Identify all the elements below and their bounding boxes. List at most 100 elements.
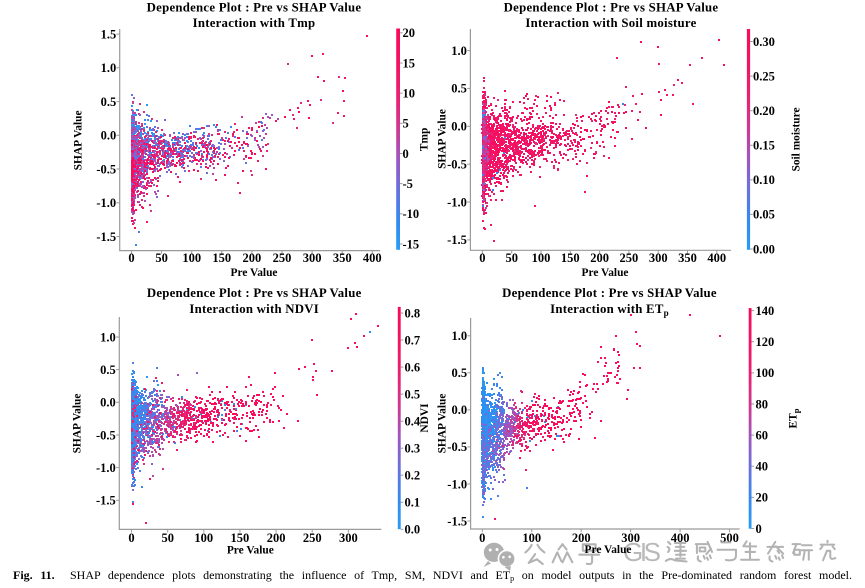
svg-text:Interaction with ETp: Interaction with ETp (550, 302, 669, 318)
svg-text:SHAP Value: SHAP Value (437, 394, 449, 454)
svg-text:120: 120 (756, 335, 775, 349)
svg-text:10: 10 (403, 86, 416, 100)
svg-text:Dependence Plot : Pre vs SHAP: Dependence Plot : Pre vs SHAP Value (502, 286, 717, 300)
svg-text:100: 100 (194, 531, 213, 545)
svg-text:150: 150 (231, 531, 250, 545)
svg-text:0.5: 0.5 (451, 82, 467, 96)
svg-text:Dependence Plot : Pre vs SHAP: Dependence Plot : Pre vs SHAP Value (147, 286, 362, 300)
svg-text:0.5: 0.5 (100, 363, 116, 377)
svg-text:Dependence Plot : Pre vs SHAP: Dependence Plot : Pre vs SHAP Value (147, 1, 362, 15)
svg-text:-1.5: -1.5 (96, 230, 116, 244)
svg-text:Pre Value: Pre Value (231, 267, 278, 279)
svg-text:250: 250 (273, 251, 292, 265)
svg-text:Interaction with Tmp: Interaction with Tmp (193, 16, 316, 30)
svg-text:0.2: 0.2 (405, 469, 421, 483)
svg-text:0.10: 0.10 (753, 173, 775, 187)
svg-text:0.1: 0.1 (405, 496, 421, 510)
svg-text:0: 0 (479, 251, 485, 265)
svg-text:Tmp: Tmp (419, 128, 431, 151)
svg-text:100: 100 (522, 531, 541, 545)
svg-text:-1.0: -1.0 (96, 196, 116, 210)
svg-text:500: 500 (720, 531, 739, 545)
svg-text:-1.0: -1.0 (447, 195, 467, 209)
svg-text:-1.5: -1.5 (447, 514, 467, 528)
svg-text:0.20: 0.20 (753, 104, 775, 118)
svg-text:400: 400 (707, 251, 726, 265)
svg-text:15: 15 (403, 56, 416, 70)
svg-text:-0.5: -0.5 (447, 440, 467, 454)
svg-text:400: 400 (363, 251, 382, 265)
svg-text:0.25: 0.25 (753, 69, 775, 83)
svg-text:0.00: 0.00 (753, 242, 775, 256)
svg-text:40: 40 (756, 460, 769, 474)
svg-text:-10: -10 (403, 207, 420, 221)
svg-text:300: 300 (649, 251, 668, 265)
svg-text:200: 200 (590, 251, 609, 265)
svg-text:300: 300 (339, 531, 358, 545)
svg-text:GIS: GIS (623, 537, 661, 567)
svg-text:0.0: 0.0 (100, 396, 116, 410)
svg-text:0.5: 0.5 (451, 366, 467, 380)
svg-text:200: 200 (243, 251, 262, 265)
svg-text:Pre Value: Pre Value (582, 267, 629, 279)
svg-text:0.5: 0.5 (101, 95, 117, 109)
svg-text:0.6: 0.6 (405, 360, 421, 374)
svg-text:100: 100 (182, 251, 201, 265)
svg-text:80: 80 (756, 397, 769, 411)
svg-text:-1.0: -1.0 (447, 477, 467, 491)
svg-text:0.3: 0.3 (405, 442, 421, 456)
svg-text:-1.5: -1.5 (96, 494, 116, 508)
svg-text:Pre Value: Pre Value (227, 545, 274, 557)
svg-text:1.0: 1.0 (451, 329, 467, 343)
svg-text:100: 100 (756, 366, 775, 380)
svg-text:50: 50 (155, 251, 168, 265)
svg-text:150: 150 (212, 251, 231, 265)
svg-text:-0.5: -0.5 (447, 158, 467, 172)
svg-text:5: 5 (403, 117, 409, 131)
svg-text:0: 0 (128, 251, 134, 265)
svg-text:0.30: 0.30 (753, 35, 775, 49)
svg-text:SHAP Value: SHAP Value (71, 394, 83, 454)
svg-text:20: 20 (756, 491, 769, 505)
svg-text:100: 100 (532, 251, 551, 265)
svg-text:-15: -15 (403, 237, 420, 251)
svg-text:250: 250 (620, 251, 639, 265)
svg-text:1.5: 1.5 (101, 27, 117, 41)
svg-text:20: 20 (403, 26, 416, 40)
svg-text:SHAP Value: SHAP Value (437, 109, 449, 169)
svg-text:-1.0: -1.0 (96, 461, 116, 475)
svg-text:0.0: 0.0 (405, 523, 421, 537)
svg-text:Dependence Plot : Pre vs SHAP: Dependence Plot : Pre vs SHAP Value (504, 1, 719, 15)
svg-text:150: 150 (561, 251, 580, 265)
svg-text:ETp: ETp (788, 408, 802, 428)
svg-text:60: 60 (756, 428, 769, 442)
svg-text:200: 200 (572, 531, 591, 545)
svg-text:Interaction with NDVI: Interaction with NDVI (189, 302, 319, 316)
svg-text:0.8: 0.8 (405, 306, 421, 320)
svg-text:SHAP Value: SHAP Value (73, 110, 85, 170)
svg-text:0.7: 0.7 (405, 333, 421, 347)
svg-text:50: 50 (505, 251, 518, 265)
svg-text:400: 400 (671, 531, 690, 545)
svg-text:50: 50 (161, 531, 174, 545)
svg-text:Pre Value: Pre Value (585, 544, 632, 556)
svg-text:350: 350 (333, 251, 352, 265)
svg-text:-0.5: -0.5 (96, 428, 116, 442)
svg-text:300: 300 (621, 531, 640, 545)
svg-text:250: 250 (303, 531, 322, 545)
svg-text:1.0: 1.0 (100, 330, 116, 344)
svg-text:0.05: 0.05 (753, 208, 775, 222)
svg-text:300: 300 (303, 251, 322, 265)
svg-text:350: 350 (678, 251, 697, 265)
svg-text:NDVI: NDVI (419, 403, 431, 433)
svg-text:0.0: 0.0 (451, 120, 467, 134)
svg-text:0: 0 (479, 531, 485, 545)
svg-text:0.0: 0.0 (101, 129, 117, 143)
svg-text:140: 140 (756, 304, 775, 318)
svg-text:0.0: 0.0 (451, 403, 467, 417)
svg-text:0: 0 (403, 147, 409, 161)
svg-text:0: 0 (756, 522, 762, 536)
svg-text:-5: -5 (403, 177, 413, 191)
svg-text:Soil moisture: Soil moisture (791, 107, 803, 171)
svg-text:200: 200 (267, 531, 286, 545)
